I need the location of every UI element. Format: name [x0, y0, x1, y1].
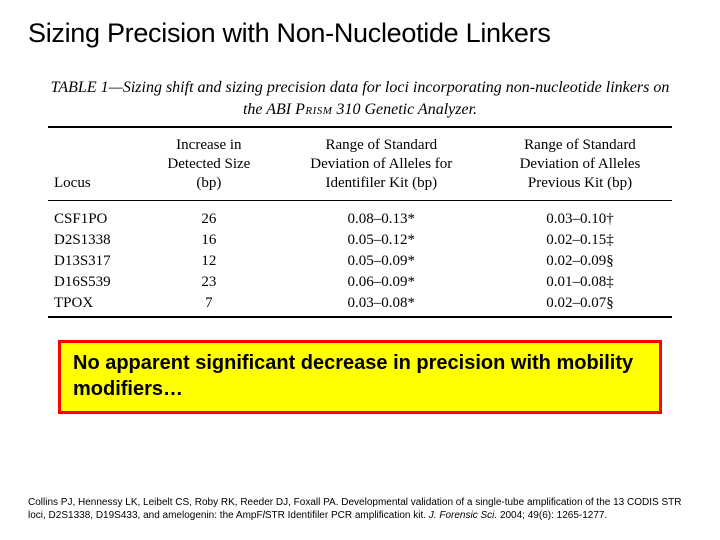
- table-caption: TABLE 1—Sizing shift and sizing precisio…: [48, 77, 672, 120]
- cell-locus: D2S1338: [48, 230, 143, 251]
- page-title: Sizing Precision with Non-Nucleotide Lin…: [28, 18, 692, 49]
- cell-locus: CSF1PO: [48, 201, 143, 231]
- highlight-callout: No apparent significant decrease in prec…: [58, 340, 662, 413]
- col-header-increase: Increase in Detected Size (bp): [143, 127, 274, 201]
- cell-locus: D16S539: [48, 272, 143, 293]
- data-table: Locus Increase in Detected Size (bp) Ran…: [48, 126, 672, 318]
- cell-r2: 0.02–0.15‡: [488, 230, 672, 251]
- cell-r1: 0.06–0.09*: [275, 272, 488, 293]
- table-row: TPOX 7 0.03–0.08* 0.02–0.07§: [48, 293, 672, 317]
- col-header-previous: Range of Standard Deviation of Alleles P…: [488, 127, 672, 201]
- cell-r1: 0.08–0.13*: [275, 201, 488, 231]
- table-row: D16S539 23 0.06–0.09* 0.01–0.08‡: [48, 272, 672, 293]
- cell-r2: 0.02–0.09§: [488, 251, 672, 272]
- caption-smallcaps: Prism: [295, 101, 332, 118]
- col-header-identifiler: Range of Standard Deviation of Alleles f…: [275, 127, 488, 201]
- citation-journal: J. Forensic Sci.: [429, 510, 500, 521]
- cell-r1: 0.05–0.09*: [275, 251, 488, 272]
- caption-pre: TABLE 1—: [51, 79, 123, 96]
- table-figure: TABLE 1—Sizing shift and sizing precisio…: [48, 77, 672, 318]
- citation: Collins PJ, Hennessy LK, Leibelt CS, Rob…: [28, 497, 692, 522]
- citation-text2: STR Identifiler PCR amplification kit.: [265, 510, 429, 521]
- cell-r2: 0.02–0.07§: [488, 293, 672, 317]
- cell-inc: 12: [143, 251, 274, 272]
- citation-text3: 2004; 49(6): 1265-1277.: [500, 510, 607, 521]
- table-row: CSF1PO 26 0.08–0.13* 0.03–0.10†: [48, 201, 672, 231]
- col-header-locus: Locus: [48, 127, 143, 201]
- cell-r1: 0.03–0.08*: [275, 293, 488, 317]
- cell-inc: 23: [143, 272, 274, 293]
- table-row: D2S1338 16 0.05–0.12* 0.02–0.15‡: [48, 230, 672, 251]
- table-row: D13S317 12 0.05–0.09* 0.02–0.09§: [48, 251, 672, 272]
- cell-r2: 0.03–0.10†: [488, 201, 672, 231]
- caption-tail: 310 Genetic Analyzer.: [332, 101, 477, 118]
- cell-inc: 16: [143, 230, 274, 251]
- cell-inc: 26: [143, 201, 274, 231]
- cell-r2: 0.01–0.08‡: [488, 272, 672, 293]
- cell-locus: TPOX: [48, 293, 143, 317]
- cell-r1: 0.05–0.12*: [275, 230, 488, 251]
- cell-locus: D13S317: [48, 251, 143, 272]
- cell-inc: 7: [143, 293, 274, 317]
